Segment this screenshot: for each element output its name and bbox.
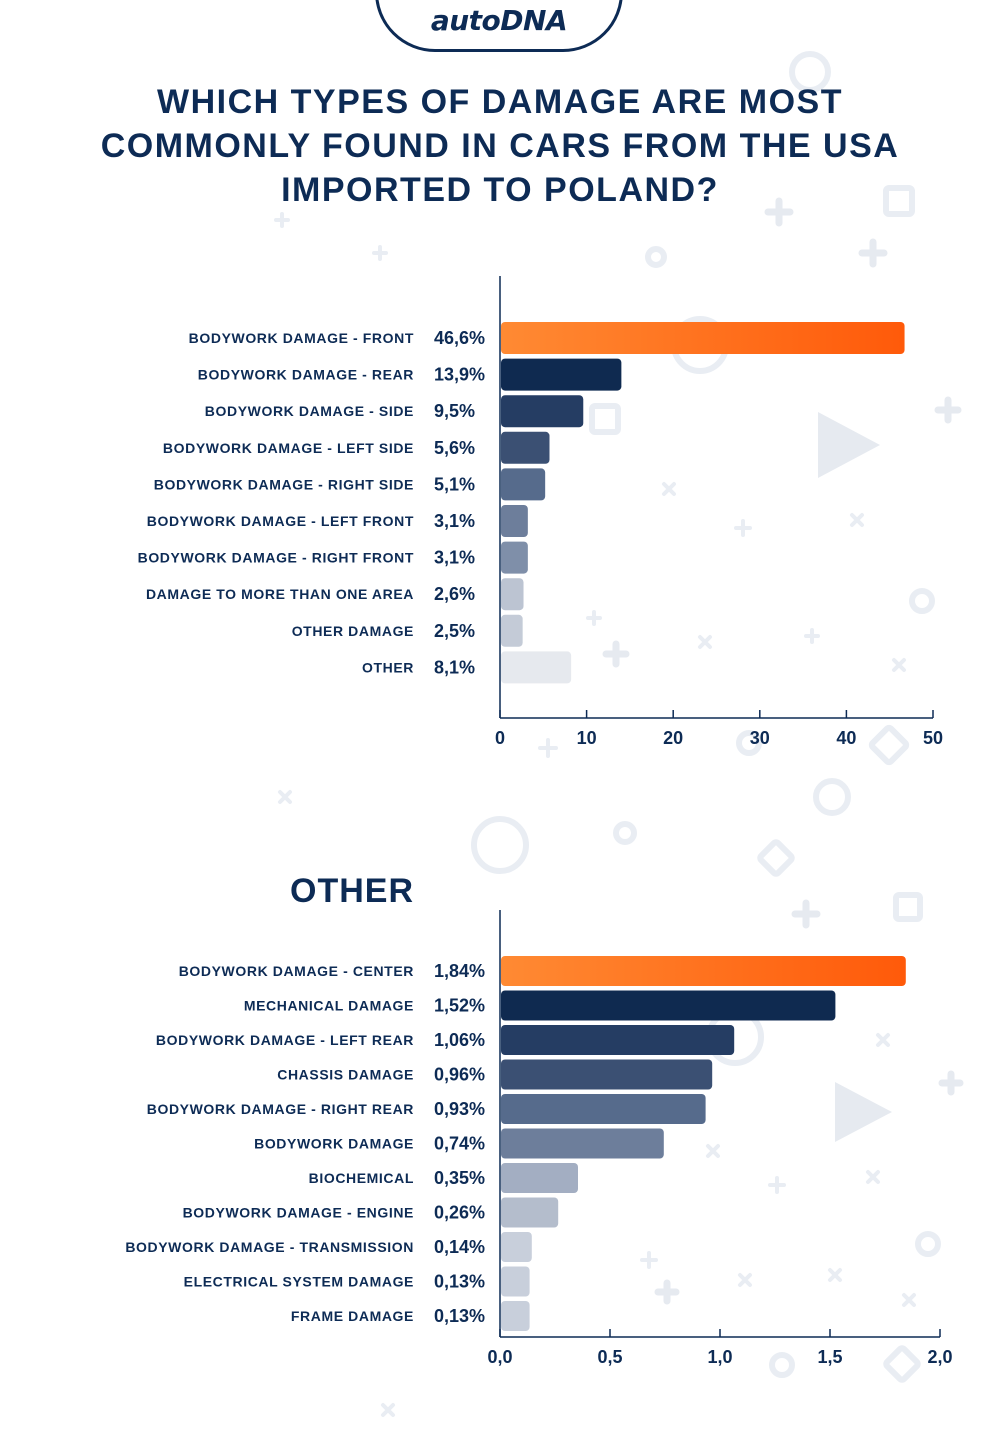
chart-2-title: OTHER <box>290 872 414 910</box>
chart2-bar <box>501 1163 578 1193</box>
chart2-value-label: 0,93% <box>434 1099 485 1119</box>
chart1-x-tick-label: 30 <box>750 728 770 748</box>
chart1-category-label: DAMAGE TO MORE THAN ONE AREA <box>146 586 414 602</box>
chart-other-damage-types: 0,0 0,5 1,0 1,5 2,0 BODYWORK DAMAGE - CENTER 1… <box>125 910 953 1367</box>
chart2-category-label: MECHANICAL DAMAGE <box>244 998 414 1014</box>
chart1-value-label: 13,9% <box>434 365 485 385</box>
chart1-category-label: BODYWORK DAMAGE - FRONT <box>189 330 414 346</box>
chart2-value-label: 0,96% <box>434 1065 485 1085</box>
brand-logo: autoDNA <box>430 4 568 37</box>
chart2-bar <box>501 956 906 986</box>
chart2-bar <box>501 1232 532 1262</box>
chart1-category-label: BODYWORK DAMAGE - SIDE <box>205 403 414 419</box>
chart2-category-label: BODYWORK DAMAGE - TRANSMISSION <box>125 1239 414 1255</box>
chart2-category-label: ELECTRICAL SYSTEM DAMAGE <box>184 1274 414 1290</box>
chart1-bar <box>501 358 622 391</box>
chart2-value-label: 1,06% <box>434 1030 485 1050</box>
chart1-x-tick-label: 0 <box>495 728 505 748</box>
chart2-category-label: BIOCHEMICAL <box>309 1170 414 1186</box>
chart2-value-label: 1,52% <box>434 996 485 1016</box>
chart2-value-label: 0,13% <box>434 1272 485 1292</box>
chart2-value-label: 0,14% <box>434 1237 485 1257</box>
chart2-value-label: 0,35% <box>434 1168 485 1188</box>
chart2-bar <box>501 1128 664 1159</box>
chart2-bar <box>501 1059 713 1090</box>
chart1-category-label: BODYWORK DAMAGE - LEFT SIDE <box>163 440 414 456</box>
chart2-bar <box>501 1094 706 1124</box>
chart1-bar <box>501 505 528 537</box>
chart2-category-label: BODYWORK DAMAGE - LEFT REAR <box>156 1032 414 1048</box>
chart2-value-label: 0,74% <box>434 1134 485 1154</box>
chart1-bar <box>501 578 524 611</box>
chart1-bar <box>501 541 528 574</box>
chart1-category-label: OTHER <box>362 659 414 675</box>
chart2-bar <box>501 1266 530 1297</box>
chart1-bar <box>501 322 905 354</box>
chart1-bar <box>501 468 546 501</box>
chart1-bar <box>501 431 550 464</box>
chart2-category-label: BODYWORK DAMAGE <box>254 1136 414 1152</box>
chart-main-damage-types: 0 10 20 30 40 50 BODYWORK DAMAGE - FRONT 46,6% B… <box>138 276 943 748</box>
chart1-value-label: 5,1% <box>434 474 475 494</box>
chart1-category-label: BODYWORK DAMAGE - REAR <box>198 367 414 383</box>
logo-tab: autoDNA <box>375 0 623 52</box>
chart2-category-label: CHASSIS DAMAGE <box>277 1067 414 1083</box>
chart1-value-label: 2,6% <box>434 584 475 604</box>
chart1-bar <box>501 395 584 428</box>
chart1-x-tick-label: 20 <box>663 728 683 748</box>
chart1-category-label: BODYWORK DAMAGE - RIGHT SIDE <box>154 476 414 492</box>
chart2-category-label: BODYWORK DAMAGE - ENGINE <box>183 1205 414 1221</box>
chart1-value-label: 3,1% <box>434 548 475 568</box>
chart2-value-label: 1,84% <box>434 961 485 981</box>
chart2-bar <box>501 1197 559 1228</box>
chart1-value-label: 5,6% <box>434 438 475 458</box>
page-title: WHICH TYPES OF DAMAGE ARE MOST COMMONLY … <box>100 83 900 209</box>
chart2-x-tick-label: 2,0 <box>927 1347 952 1367</box>
chart2-x-tick-label: 1,5 <box>817 1347 842 1367</box>
chart2-value-label: 0,26% <box>434 1203 485 1223</box>
chart2-category-label: BODYWORK DAMAGE - CENTER <box>179 963 414 979</box>
chart1-x-tick-label: 10 <box>577 728 597 748</box>
chart1-category-label: BODYWORK DAMAGE - LEFT FRONT <box>147 513 414 529</box>
chart2-category-label: BODYWORK DAMAGE - RIGHT REAR <box>147 1101 414 1117</box>
chart2-bar <box>501 1301 530 1331</box>
chart2-bar <box>501 1025 735 1055</box>
chart2-value-label: 0,13% <box>434 1306 485 1326</box>
chart1-value-label: 2,5% <box>434 621 475 641</box>
chart1-bar <box>501 614 523 647</box>
chart2-x-tick-label: 0,0 <box>487 1347 512 1367</box>
chart1-category-label: BODYWORK DAMAGE - RIGHT FRONT <box>138 550 414 566</box>
chart1-value-label: 9,5% <box>434 401 475 421</box>
chart1-value-label: 46,6% <box>434 328 485 348</box>
chart1-x-tick-label: 50 <box>923 728 943 748</box>
chart2-bar <box>501 990 836 1021</box>
chart1-bar <box>501 651 572 684</box>
chart2-category-label: FRAME DAMAGE <box>291 1308 414 1324</box>
chart1-value-label: 3,1% <box>434 511 475 531</box>
chart1-value-label: 8,1% <box>434 657 475 677</box>
chart2-x-tick-label: 0,5 <box>597 1347 622 1367</box>
chart1-category-label: OTHER DAMAGE <box>292 623 414 639</box>
chart2-x-tick-label: 1,0 <box>707 1347 732 1367</box>
chart1-x-tick-label: 40 <box>836 728 856 748</box>
